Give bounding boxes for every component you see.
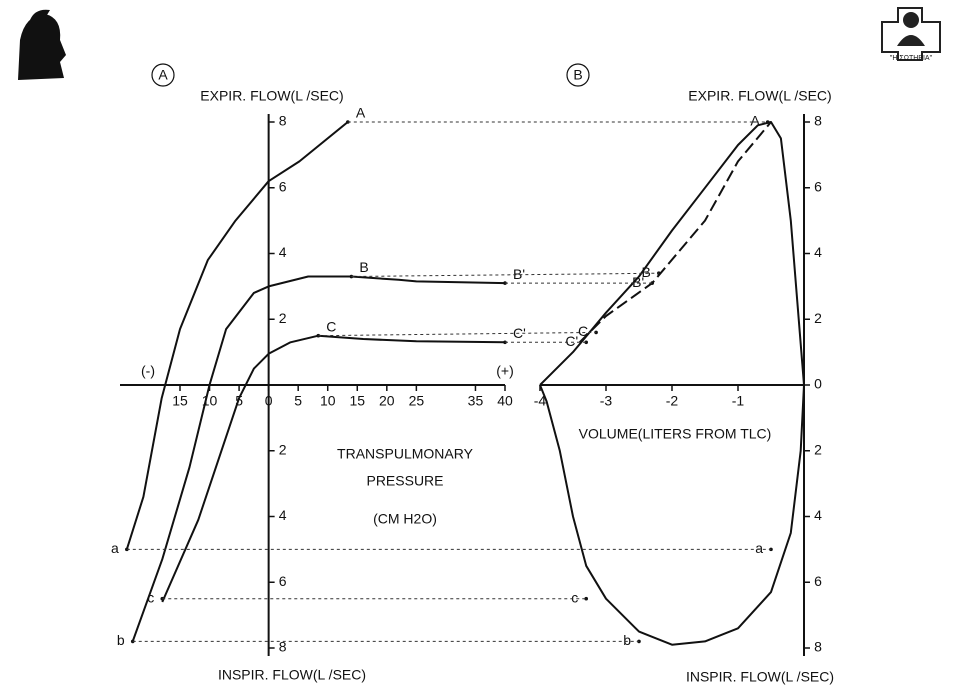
x-tick-label: 15 [349,393,365,409]
x-axis-label: TRANSPULMONARY [337,446,474,462]
y-tick-label: 4 [814,244,822,260]
curve [539,121,805,386]
point-label: B [641,264,650,280]
y-tick-label: 2 [814,310,822,326]
point-label: C' [565,333,578,349]
y-axis-label: EXPIR. FLOW(L /SEC) [688,88,831,104]
x-tick-label: 40 [497,393,513,409]
y-tick-label: 8 [279,113,287,129]
point-label: B [359,259,368,275]
link-line [318,331,597,337]
curve [161,334,506,603]
y-tick-label: 8 [814,639,822,655]
curve [131,275,506,642]
y-axis-label-bottom: INSPIR. FLOW(L /SEC) [686,669,834,685]
y-tick-label: 8 [814,113,822,129]
y-tick-label: 2 [279,310,287,326]
y-tick-label: 4 [279,507,287,523]
y-tick-label: 8 [279,639,287,655]
x-sign-label: (-) [141,363,155,379]
panel-label: B [573,67,582,83]
y-tick-label: 2 [279,441,287,457]
y-axis-label-bottom: INSPIR. FLOW(L /SEC) [218,667,366,683]
x-axis-label: VOLUME(LITERS FROM TLC) [579,426,772,442]
x-tick-label: 35 [468,393,484,409]
y-tick-label: 6 [814,573,822,589]
y-tick-label: 6 [279,573,287,589]
x-tick-label: 5 [294,393,302,409]
point-label: a [111,540,119,556]
point-label: C' [513,325,526,341]
x-tick-label: 0 [265,393,273,409]
y-tick-label: 6 [279,178,287,194]
x-tick-label: -1 [732,393,745,409]
point-label: A [750,113,760,129]
y-axis-label: EXPIR. FLOW(L /SEC) [200,88,343,104]
x-tick-label: 15 [172,393,188,409]
x-tick-label: -3 [600,393,613,409]
y-tick-label: 0 [814,376,822,392]
point [125,547,129,552]
panel-label: A [158,67,168,83]
point-label: B' [632,274,644,290]
panel-circle [566,63,590,87]
point-label: c [571,589,578,605]
x-tick-label: 20 [379,393,395,409]
x-axis-label: (CM H2O) [373,511,437,527]
x-sign-label: (+) [496,363,514,379]
point-label: b [623,632,631,648]
point-label: b [117,632,125,648]
point-label: B' [513,266,525,282]
y-tick-label: 4 [814,507,822,523]
point-label: C [578,323,588,339]
x-tick-label: 10 [320,393,336,409]
point [765,120,770,124]
x-tick-label: -4 [534,393,547,409]
point-label: C [326,318,336,334]
point-label: c [147,589,154,605]
curve [539,384,805,646]
x-tick-label: 25 [409,393,425,409]
x-tick-label: -2 [666,393,679,409]
panel-circle [151,63,175,87]
y-tick-label: 2 [814,441,822,457]
right-logo: "Η ΣΩΤΗΡΙΑ" [881,7,941,62]
point [584,340,588,345]
y-tick-label: 4 [279,244,287,260]
point-label: a [755,540,763,556]
left-logo [18,9,66,80]
point [650,281,654,285]
x-axis-label: PRESSURE [366,473,443,489]
point [584,596,588,601]
y-tick-label: 6 [814,178,822,194]
curve [125,121,349,550]
logo-text: "Η ΣΩΤΗΡΙΑ" [890,55,933,62]
link-line [351,272,659,278]
point-label: A [356,105,366,121]
